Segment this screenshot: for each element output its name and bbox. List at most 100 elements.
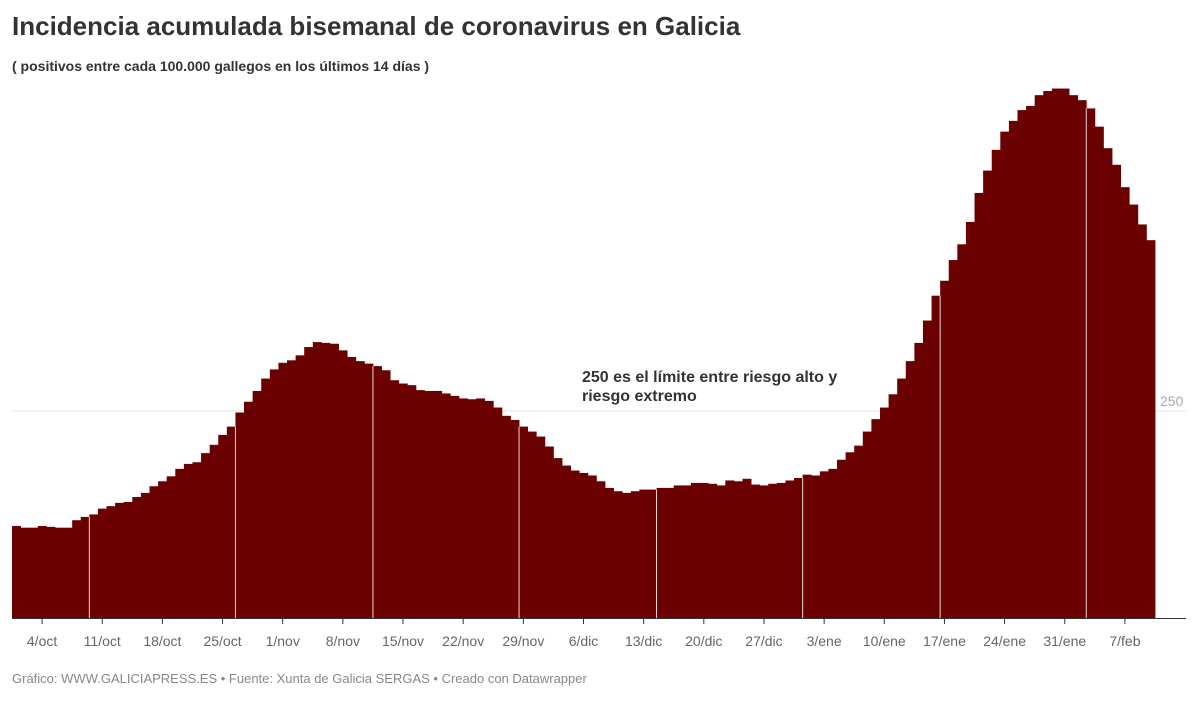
bar-2/dic xyxy=(544,446,554,618)
bar-28/dic xyxy=(768,483,778,618)
bar-29/oct xyxy=(252,390,262,618)
bar-18/ene xyxy=(948,260,958,618)
bar-16/oct xyxy=(140,492,150,618)
bar-5/dic xyxy=(570,470,580,618)
bar-14/dic xyxy=(647,489,657,618)
bar-30/dic xyxy=(785,480,795,618)
annotation-line-1: 250 es el límite entre riesgo alto y xyxy=(582,369,837,386)
chart-footer: Gráfico: WWW.GALICIAPRESS.ES • Fuente: X… xyxy=(12,671,587,686)
bar-8/dic xyxy=(596,481,606,618)
bar-22/ene xyxy=(983,170,993,619)
bar-3/nov xyxy=(295,355,305,618)
bar-8/oct xyxy=(72,520,82,618)
chart-title: Incidencia acumulada bisemanal de corona… xyxy=(12,11,741,41)
bar-8/feb xyxy=(1129,204,1139,619)
bar-7/feb xyxy=(1120,187,1130,618)
x-tick-label: 11/oct xyxy=(84,633,121,649)
bar-25/ene xyxy=(1008,120,1018,618)
bar-9/nov xyxy=(347,357,357,618)
bar-10/ene xyxy=(879,407,889,618)
bar-25/nov xyxy=(484,400,494,618)
bar-14/ene xyxy=(914,342,924,618)
bar-22/dic xyxy=(716,485,726,618)
x-tick-label: 24/ene xyxy=(983,633,1026,649)
bar-6/oct xyxy=(54,527,64,618)
x-tick-label: 4/oct xyxy=(27,633,57,649)
bar-15/oct xyxy=(132,497,142,618)
y-tick-label-250: 250 xyxy=(1160,393,1184,409)
x-tick-label: 18/oct xyxy=(143,633,181,649)
bar-19/oct xyxy=(166,476,176,618)
bar-2/nov xyxy=(287,360,297,618)
x-tick-label: 25/oct xyxy=(203,633,241,649)
bar-10/oct xyxy=(89,514,99,618)
x-tick-label: 1/nov xyxy=(266,633,300,649)
bar-14/nov xyxy=(390,380,400,618)
bar-21/ene xyxy=(974,192,984,618)
bar-9/ene xyxy=(871,419,881,618)
bars xyxy=(12,88,1156,619)
bar-9/feb xyxy=(1137,224,1147,618)
bar-28/ene xyxy=(1034,95,1044,618)
bar-5/ene xyxy=(837,459,847,618)
bar-6/dic xyxy=(579,473,589,618)
bar-24/ene xyxy=(1000,131,1010,618)
bar-30/oct xyxy=(261,378,271,618)
bar-30/ene xyxy=(1051,88,1061,619)
bar-15/ene xyxy=(922,320,932,618)
x-tick-label: 22/nov xyxy=(442,633,484,649)
bar-25/oct xyxy=(218,434,228,618)
bar-28/oct xyxy=(244,401,254,618)
bar-5/nov xyxy=(312,342,322,618)
bar-25/dic xyxy=(742,478,752,618)
bar-21/dic xyxy=(708,483,718,618)
bar-5/feb xyxy=(1103,148,1113,618)
bar-19/nov xyxy=(433,390,443,618)
bar-7/dic xyxy=(587,475,597,618)
bar-18/dic xyxy=(682,485,692,618)
bar-2/ene xyxy=(811,475,821,618)
bar-23/dic xyxy=(725,480,735,618)
bar-20/dic xyxy=(699,482,709,618)
bar-15/nov xyxy=(398,383,408,618)
x-tick-label: 17/ene xyxy=(923,633,966,649)
bar-3/ene xyxy=(819,471,829,618)
bar-13/dic xyxy=(639,489,649,618)
bar-19/dic xyxy=(690,482,700,618)
bar-16/nov xyxy=(407,385,417,618)
bar-31/dic xyxy=(794,477,804,618)
bar-11/oct xyxy=(97,508,107,618)
bar-1/feb xyxy=(1069,95,1079,618)
bar-17/dic xyxy=(673,485,683,618)
x-tick-label: 6/dic xyxy=(569,633,599,649)
bar-17/oct xyxy=(149,486,159,618)
bar-31/oct xyxy=(269,369,279,618)
bar-15/dic xyxy=(656,487,666,618)
chart-subtitle: ( positivos entre cada 100.000 gallegos … xyxy=(12,58,430,74)
bar-18/oct xyxy=(158,481,168,618)
bar-29/nov xyxy=(519,426,529,618)
bar-6/ene xyxy=(845,452,855,618)
bar-3/dic xyxy=(553,458,563,618)
bar-10/dic xyxy=(613,491,623,618)
bar-27/oct xyxy=(235,412,245,618)
bar-11/dic xyxy=(622,492,632,618)
bar-24/nov xyxy=(476,398,486,618)
bar-11/ene xyxy=(888,394,898,618)
bar-2/feb xyxy=(1077,100,1087,618)
bar-28/nov xyxy=(510,419,520,618)
bar-27/nov xyxy=(501,415,511,618)
bar-4/nov xyxy=(304,347,314,618)
bar-19/ene xyxy=(957,244,967,619)
bar-1/oct xyxy=(12,526,21,618)
bar-20/nov xyxy=(441,393,451,618)
bar-16/dic xyxy=(665,487,675,618)
bar-7/oct xyxy=(63,527,73,618)
bar-5/oct xyxy=(46,526,56,618)
x-tick-label: 20/dic xyxy=(685,633,722,649)
annotation-line-2: riesgo extremo xyxy=(582,388,697,405)
bar-22/oct xyxy=(192,462,202,618)
x-tick-label: 31/ene xyxy=(1043,633,1086,649)
bar-23/ene xyxy=(991,149,1001,618)
bar-20/ene xyxy=(965,221,975,618)
